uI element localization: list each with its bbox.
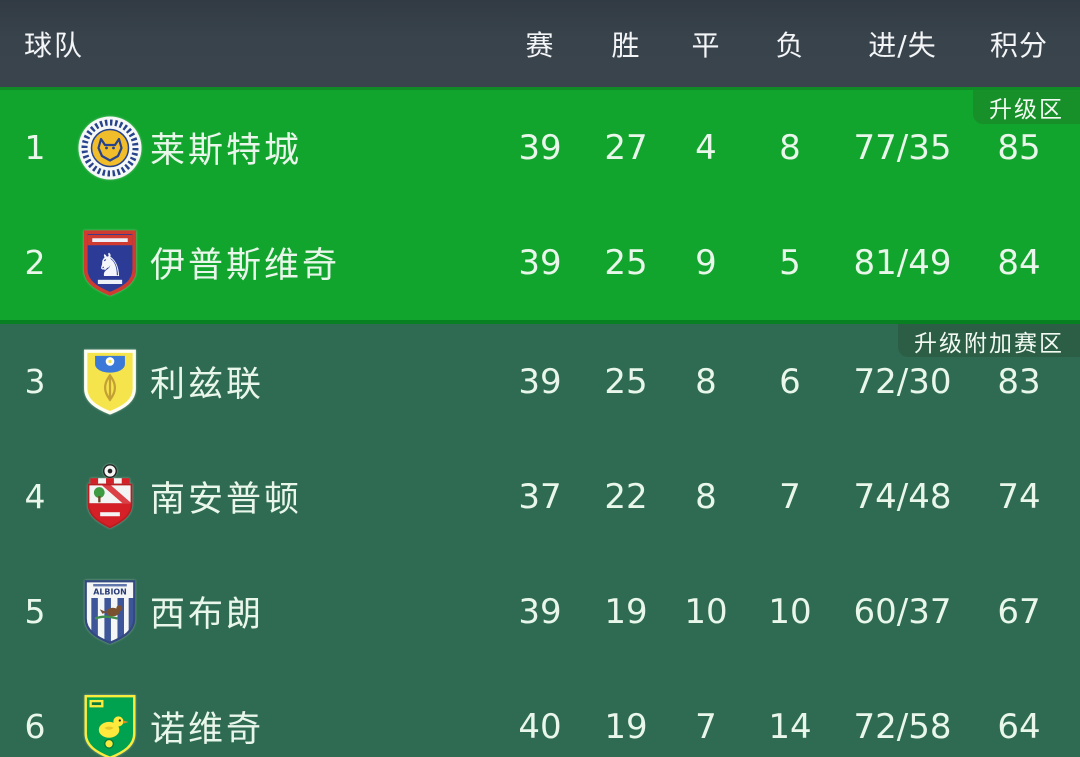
won-value: 22	[604, 476, 648, 517]
won-value: 19	[604, 591, 648, 632]
rank: 6	[24, 707, 46, 746]
team-name: 西布朗	[150, 595, 265, 635]
crest-text: ALBION	[93, 587, 127, 596]
lost-value: 14	[768, 706, 812, 747]
team-name: 莱斯特城	[150, 131, 303, 171]
drawn-value: 8	[695, 476, 717, 517]
goals-value: 77/35	[853, 127, 952, 168]
header-team-column: 球队	[24, 28, 85, 62]
header-won-column: 胜	[611, 28, 641, 62]
table-row-leeds-united[interactable]: 3 利兹联 39 25 8 6 72/30 83	[0, 324, 1080, 439]
table-row-west-bromwich-albion[interactable]: 5	[0, 554, 1080, 669]
won-value: 27	[604, 127, 648, 168]
points-value: 74	[997, 476, 1041, 517]
leicester-city-crest-icon	[70, 115, 150, 181]
rank: 5	[24, 592, 46, 631]
points-value: 85	[997, 127, 1041, 168]
points-value: 64	[997, 706, 1041, 747]
rank: 1	[24, 128, 46, 167]
team-name: 南安普顿	[150, 480, 303, 520]
played-value: 39	[518, 242, 562, 283]
lost-value: 10	[768, 591, 812, 632]
points-value: 83	[997, 361, 1041, 402]
team-name: 利兹联	[150, 365, 265, 405]
promotion-zone-block: 升级区 1 莱斯特城 39 27 4 8 77/35 85	[0, 87, 1080, 324]
norwich-city-crest-icon	[70, 694, 150, 757]
goals-value: 74/48	[853, 476, 952, 517]
table-row-ipswich-town[interactable]: 2 ♞ 伊普斯维奇 39 25 9 5 81/49 84	[0, 205, 1080, 320]
header-goals-column: 进/失	[868, 28, 937, 62]
won-value: 25	[604, 361, 648, 402]
played-value: 39	[518, 361, 562, 402]
played-value: 40	[518, 706, 562, 747]
table-row-norwich-city[interactable]: 6 诺维奇 40 19 7 14 72/58 64	[0, 669, 1080, 757]
playoff-zone-block: 升级附加赛区 3 利兹联 39 25 8 6 72/30 83	[0, 324, 1080, 757]
header-drawn-column: 平	[691, 28, 721, 62]
ipswich-town-crest-icon: ♞	[70, 229, 150, 296]
header-played-column: 赛	[525, 28, 555, 62]
goals-value: 72/30	[853, 361, 952, 402]
header-points-column: 积分	[989, 28, 1048, 62]
playoff-zone-badge: 升级附加赛区	[898, 324, 1080, 357]
points-value: 67	[997, 591, 1041, 632]
goals-value: 72/58	[853, 706, 952, 747]
played-value: 39	[518, 591, 562, 632]
played-value: 39	[518, 127, 562, 168]
table-header: 球队 赛 胜 平 负 进/失 积分	[0, 0, 1080, 87]
table-row-southampton[interactable]: 4	[0, 439, 1080, 554]
drawn-value: 8	[695, 361, 717, 402]
lost-value: 7	[779, 476, 801, 517]
drawn-value: 4	[695, 127, 717, 168]
played-value: 37	[518, 476, 562, 517]
lost-value: 5	[779, 242, 801, 283]
team-name: 伊普斯维奇	[150, 246, 341, 286]
rank: 3	[24, 362, 46, 401]
goals-value: 60/37	[853, 591, 952, 632]
team-name: 诺维奇	[150, 710, 265, 750]
drawn-value: 9	[695, 242, 717, 283]
header-lost-column: 负	[775, 28, 805, 62]
drawn-value: 7	[695, 706, 717, 747]
leeds-united-crest-icon	[70, 349, 150, 415]
table-row-leicester-city[interactable]: 1 莱斯特城 39 27 4 8 77/35 85	[0, 90, 1080, 205]
svg-text:♞: ♞	[96, 248, 124, 284]
lost-value: 8	[779, 127, 801, 168]
points-value: 84	[997, 242, 1041, 283]
southampton-crest-icon	[70, 463, 150, 531]
won-value: 19	[604, 706, 648, 747]
won-value: 25	[604, 242, 648, 283]
promotion-zone-badge: 升级区	[973, 90, 1080, 124]
drawn-value: 10	[684, 591, 728, 632]
rank: 4	[24, 477, 46, 516]
goals-value: 81/49	[853, 242, 952, 283]
lost-value: 6	[779, 361, 801, 402]
west-bromwich-albion-crest-icon: ALBION	[70, 579, 150, 645]
rank: 2	[24, 243, 46, 282]
